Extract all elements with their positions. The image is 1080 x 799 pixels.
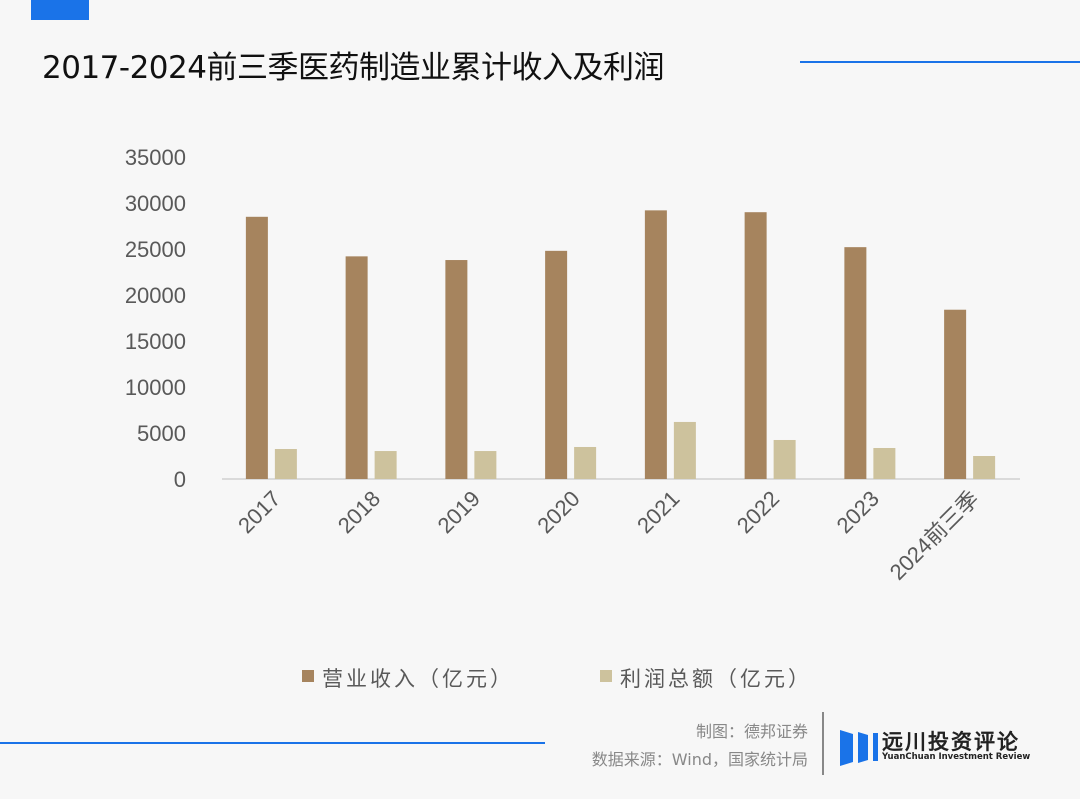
- revenue-bar: [545, 250, 568, 479]
- profit-bar: [673, 421, 696, 479]
- legend-swatch: [302, 670, 314, 682]
- profit-bar: [973, 456, 996, 479]
- y-tick-label: 35000: [125, 145, 186, 170]
- logo-text: 远川投资评论: [882, 730, 1020, 754]
- page-title: 2017-2024前三季医药制造业累计收入及利润: [42, 50, 664, 86]
- revenue-bar: [844, 247, 867, 479]
- revenue-bar: [644, 210, 667, 480]
- footer-vertical-divider: [822, 712, 824, 775]
- accent-bar: [31, 0, 89, 20]
- legend-label: 利润总额（亿元）: [620, 667, 812, 691]
- profit-bar: [773, 439, 796, 479]
- data-source: 数据来源：Wind，国家统计局: [591, 750, 808, 769]
- y-tick-label: 20000: [125, 283, 186, 308]
- title-divider: [800, 61, 1080, 63]
- revenue-bar: [245, 216, 268, 480]
- profit-bar: [374, 451, 397, 479]
- logo-icon: [840, 730, 878, 766]
- y-tick-label: 15000: [125, 329, 186, 354]
- profit-bar: [474, 451, 497, 479]
- revenue-bar: [744, 212, 767, 479]
- y-tick-label: 25000: [125, 237, 186, 262]
- x-tick-label: 2021: [632, 486, 684, 538]
- revenue-bar: [345, 256, 368, 479]
- profit-bar: [873, 447, 896, 479]
- legend-swatch: [600, 670, 612, 682]
- revenue-bar: [944, 309, 967, 479]
- profit-bar: [574, 446, 597, 479]
- profit-bar: [274, 449, 297, 479]
- y-tick-label: 5000: [137, 421, 186, 446]
- x-tick-label: 2020: [532, 486, 584, 538]
- chart-maker: 制图：德邦证券: [695, 722, 808, 741]
- x-tick-label: 2019: [433, 486, 485, 538]
- legend-label: 营业收入（亿元）: [322, 667, 514, 691]
- y-tick-label: 30000: [125, 191, 186, 216]
- footer-divider: [0, 742, 545, 744]
- x-tick-label: 2024前三季: [885, 486, 984, 585]
- revenue-bar: [445, 260, 468, 479]
- x-tick-label: 2017: [233, 486, 285, 538]
- x-tick-label: 2022: [732, 486, 784, 538]
- logo-subtext: YuanChuan Investment Review: [882, 752, 1031, 762]
- x-tick-label: 2023: [832, 486, 884, 538]
- y-tick-label: 10000: [125, 375, 186, 400]
- y-tick-label: 0: [174, 467, 186, 492]
- x-tick-label: 2018: [333, 486, 385, 538]
